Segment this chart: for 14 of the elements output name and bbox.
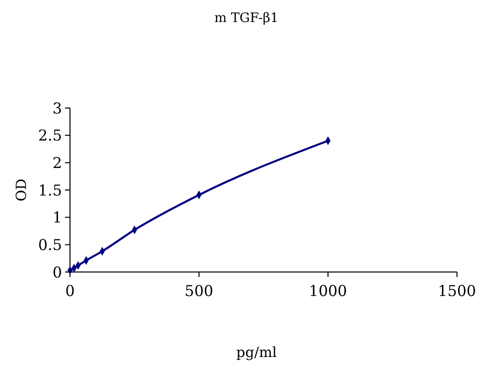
chart-title: m TGF-β1 — [214, 11, 279, 26]
y-axis-title: OD — [14, 178, 30, 202]
y-tick-label: 0.5 — [38, 236, 62, 254]
x-axis-title: pg/ml — [236, 345, 278, 361]
y-tick-label: 2.5 — [38, 126, 62, 145]
y-tick-label: 2 — [52, 154, 62, 172]
y-tick-label: 3 — [52, 99, 62, 118]
x-tick-label: 1500 — [438, 282, 476, 300]
x-tick-label: 500 — [184, 282, 214, 300]
x-tick-label: 1000 — [308, 282, 348, 300]
y-tick-label: 0 — [52, 263, 62, 282]
y-tick-label: 1.5 — [38, 181, 62, 200]
x-tick-label: 0 — [65, 282, 75, 300]
y-tick-label: 1 — [52, 208, 62, 227]
